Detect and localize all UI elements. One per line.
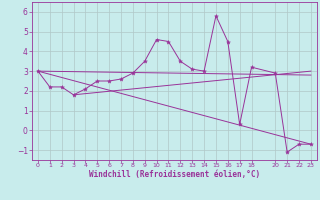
X-axis label: Windchill (Refroidissement éolien,°C): Windchill (Refroidissement éolien,°C) xyxy=(89,170,260,179)
